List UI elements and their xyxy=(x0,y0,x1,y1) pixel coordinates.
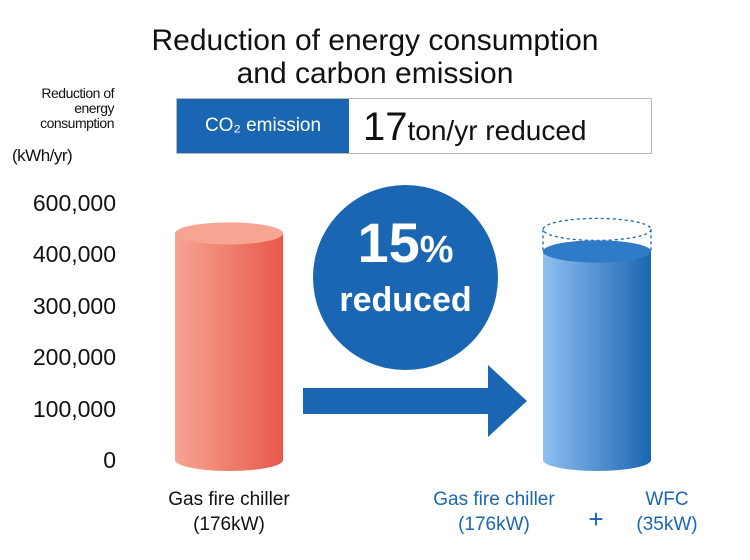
bar-gas-fire-chiller-before xyxy=(175,222,283,471)
saved-energy-outline xyxy=(542,217,652,252)
reduction-text: reduced xyxy=(339,281,472,319)
co2-banner: CO₂ emission 17ton/yr reduced xyxy=(176,98,652,154)
y-tick-label: 100,000 xyxy=(32,395,116,422)
category-wfc-name: WFC xyxy=(645,489,689,510)
category-before-name: Gas fire chiller xyxy=(168,489,290,510)
plus-sign: + xyxy=(588,504,604,534)
reduction-callout-circle: 15% reduced xyxy=(313,185,498,370)
y-tick-label: 0 xyxy=(103,447,116,473)
saved-outline-top xyxy=(542,217,652,242)
y-tick-label: 200,000 xyxy=(32,344,116,370)
reduction-percent: 15% xyxy=(313,213,498,280)
category-label-before: Gas fire chiller (176kW) xyxy=(120,487,338,537)
bar-after-top-cap xyxy=(543,240,651,263)
co2-banner-tag: CO₂ emission xyxy=(177,99,349,153)
category-after-sub: (176kW) xyxy=(458,514,530,535)
y-tick-label: 400,000 xyxy=(32,241,116,267)
y-tick-label: 300,000 xyxy=(32,292,116,319)
y-tick-label: 600,000 xyxy=(32,189,116,216)
chart-title-line-2: and carbon emission xyxy=(236,57,514,90)
y-axis-label: Reduction of energy consumption xyxy=(40,85,114,131)
co2-value-unit: ton/yr reduced xyxy=(407,115,587,146)
bar-gas-fire-chiller-plus-wfc xyxy=(543,240,651,471)
bar-gas-fire-chiller-before-body xyxy=(175,233,283,460)
co2-value-number: 17 xyxy=(363,105,408,149)
chart-title-line-1: Reduction of energy consumption xyxy=(151,24,599,57)
category-wfc-sub: (35kW) xyxy=(636,514,698,535)
bar-gas-fire-chiller-before-top xyxy=(175,222,283,245)
transition-arrow xyxy=(303,365,527,437)
bar-gas-fire-chiller-plus-wfc-body xyxy=(543,251,651,460)
reduction-percent-number: 15 xyxy=(357,211,420,274)
y-axis-unit: (kWh/yr) xyxy=(12,146,73,165)
bar-gas-fire-chiller-before-base xyxy=(175,449,283,471)
category-label-after-chiller: Gas fire chiller (176kW) xyxy=(405,487,583,537)
category-label-after-wfc: WFC (35kW) xyxy=(612,487,722,537)
co2-banner-value: 17ton/yr reduced xyxy=(363,105,587,153)
bar-gas-fire-chiller-plus-wfc-base xyxy=(543,449,651,471)
category-after-name: Gas fire chiller xyxy=(433,489,555,510)
category-before-sub: (176kW) xyxy=(193,514,265,535)
reduction-percent-sign: % xyxy=(419,229,454,271)
